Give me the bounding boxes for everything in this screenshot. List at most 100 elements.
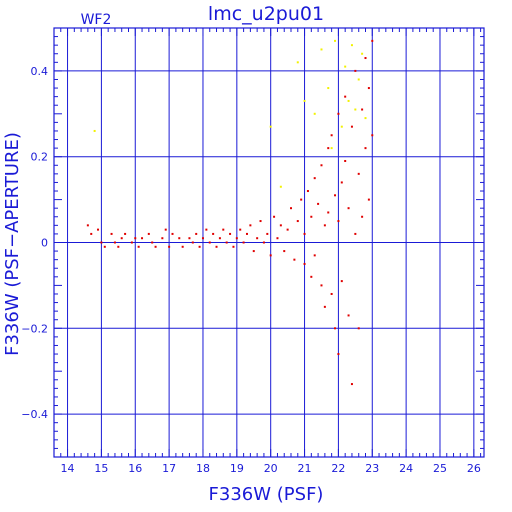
data-point: [195, 232, 198, 235]
data-point: [354, 69, 357, 72]
data-point: [320, 48, 323, 51]
y-axis-title: F336W (PSF−APERTURE): [2, 132, 23, 356]
data-point: [303, 262, 306, 265]
data-point: [117, 245, 120, 248]
data-point: [90, 232, 93, 235]
x-tick-label: 16: [128, 462, 142, 475]
data-point: [371, 134, 374, 137]
data-point: [222, 228, 225, 231]
data-point: [306, 190, 309, 193]
data-point: [303, 99, 306, 102]
data-point: [113, 241, 116, 244]
data-point: [300, 198, 303, 201]
data-point: [296, 61, 299, 64]
data-point: [357, 327, 360, 330]
data-point: [279, 224, 282, 227]
data-point: [235, 237, 238, 240]
x-tick-label: 18: [196, 462, 210, 475]
data-point: [262, 241, 265, 244]
point-layer: [86, 39, 374, 386]
data-point: [286, 228, 289, 231]
data-point: [330, 134, 333, 137]
data-point: [361, 52, 364, 55]
data-point: [327, 211, 330, 214]
data-point: [100, 241, 103, 244]
data-point: [347, 314, 350, 317]
data-point: [181, 245, 184, 248]
data-point: [347, 99, 350, 102]
data-point: [252, 250, 255, 253]
data-point: [354, 232, 357, 235]
data-point: [334, 39, 337, 42]
x-tick-label: 15: [94, 462, 108, 475]
data-point: [340, 181, 343, 184]
data-point: [218, 237, 221, 240]
data-point: [171, 232, 174, 235]
data-point: [350, 125, 353, 128]
data-point: [161, 237, 164, 240]
data-point: [283, 250, 286, 253]
data-point: [350, 44, 353, 47]
data-point: [245, 232, 248, 235]
y-tick-label: 0.2: [31, 151, 49, 164]
data-point: [290, 207, 293, 210]
data-point: [229, 232, 232, 235]
data-point: [347, 207, 350, 210]
x-axis-title: F336W (PSF): [209, 484, 324, 505]
data-point: [266, 232, 269, 235]
data-point: [124, 232, 127, 235]
data-point: [350, 383, 353, 386]
y-tick-label: −0.4: [21, 408, 48, 421]
data-point: [276, 237, 279, 240]
x-tick-label: 26: [467, 462, 481, 475]
data-point: [323, 305, 326, 308]
data-point: [242, 241, 245, 244]
data-point: [259, 220, 262, 223]
data-point: [120, 237, 123, 240]
x-tick-label: 22: [331, 462, 345, 475]
data-point: [334, 194, 337, 197]
data-point: [337, 112, 340, 115]
data-point: [367, 198, 370, 201]
x-tick-label: 17: [162, 462, 176, 475]
data-point: [296, 220, 299, 223]
data-point: [303, 232, 306, 235]
data-point: [327, 87, 330, 90]
data-point: [317, 202, 320, 205]
x-tick-label: 20: [264, 462, 278, 475]
chart-title: lmc_u2pu01: [208, 3, 324, 25]
data-point: [337, 353, 340, 356]
data-point: [344, 95, 347, 98]
x-tick-label: 25: [433, 462, 447, 475]
x-tick-label: 14: [61, 462, 75, 475]
data-point: [205, 228, 208, 231]
data-point: [141, 237, 144, 240]
data-point: [354, 108, 357, 111]
data-point: [330, 292, 333, 295]
data-point: [103, 245, 106, 248]
data-point: [147, 232, 150, 235]
data-point: [320, 164, 323, 167]
data-point: [310, 275, 313, 278]
data-point: [367, 87, 370, 90]
data-point: [364, 57, 367, 60]
data-point: [313, 254, 316, 257]
data-point: [361, 215, 364, 218]
data-point: [212, 232, 215, 235]
data-point: [334, 327, 337, 330]
panel-label: WF2: [81, 12, 112, 28]
data-point: [97, 228, 100, 231]
data-point: [293, 258, 296, 261]
data-point: [134, 237, 137, 240]
data-point: [323, 224, 326, 227]
data-point: [344, 159, 347, 162]
frame-layer: [53, 27, 485, 458]
data-point: [164, 228, 167, 231]
data-point: [86, 224, 89, 227]
data-point: [215, 245, 218, 248]
data-point: [313, 112, 316, 115]
y-tick-label: 0: [41, 237, 48, 250]
x-tick-label: 21: [298, 462, 312, 475]
data-point: [273, 215, 276, 218]
plot-frame: [53, 27, 485, 458]
